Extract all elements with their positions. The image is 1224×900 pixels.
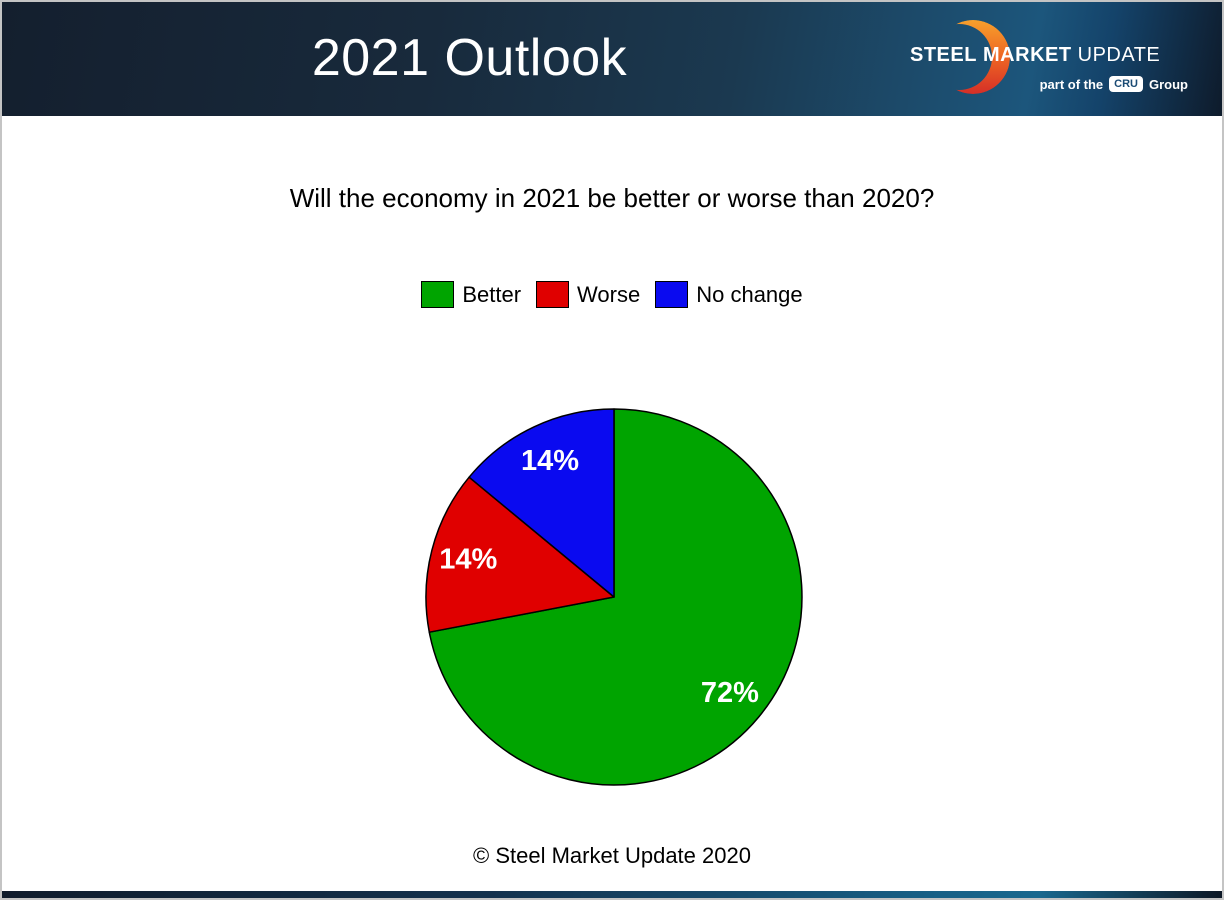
pie-data-label-no-change: 14% [521, 445, 579, 477]
steel-market-update-logo: STEEL MARKET UPDATE part of the CRU Grou… [902, 2, 1202, 116]
pie-slice-worse [425, 476, 615, 633]
slide-title: 2021 Outlook [311, 29, 628, 87]
tagline-prefix: part of the [1039, 76, 1104, 92]
cru-group-badge: CRU [1109, 76, 1143, 92]
pie-slice-better [428, 408, 803, 786]
legend: Better Worse No change [2, 281, 1222, 308]
footer-bar [2, 891, 1222, 898]
legend-swatch [536, 281, 570, 308]
copyright-notice: © Steel Market Update 2020 [473, 843, 751, 868]
legend-item-no-change: No change [655, 281, 803, 308]
pie-slice-no-change [468, 408, 615, 598]
tagline-suffix: Group [1149, 76, 1188, 92]
chart-question-title: Will the economy in 2021 be better or wo… [289, 183, 935, 213]
pie-data-label-worse: 14% [439, 544, 497, 576]
legend-label: Better [462, 281, 522, 307]
legend-label: Worse [577, 281, 641, 307]
legend-item-worse: Worse [536, 281, 640, 308]
header-banner: 2021 Outlook STEEL MARKET UPDATE [2, 2, 1222, 116]
logo-word-market: MARKET [983, 44, 1072, 66]
logo-wordmark: STEEL MARKET UPDATE [910, 44, 1196, 67]
legend-swatch [421, 281, 455, 308]
logo-word-steel: STEEL [910, 44, 977, 66]
pie-data-label-better: 72% [701, 677, 759, 709]
logo-tagline: part of the CRU Group [1040, 76, 1188, 92]
crescent-swoosh-icon [936, 20, 1010, 94]
legend-item-better: Better [421, 281, 521, 308]
pie-chart: 72% 14% 14% [425, 408, 803, 786]
legend-swatch [655, 281, 689, 308]
legend-label: No change [696, 281, 803, 307]
logo-word-update: UPDATE [1077, 44, 1161, 66]
pie-chart-container: 72% 14% 14% [406, 389, 822, 805]
